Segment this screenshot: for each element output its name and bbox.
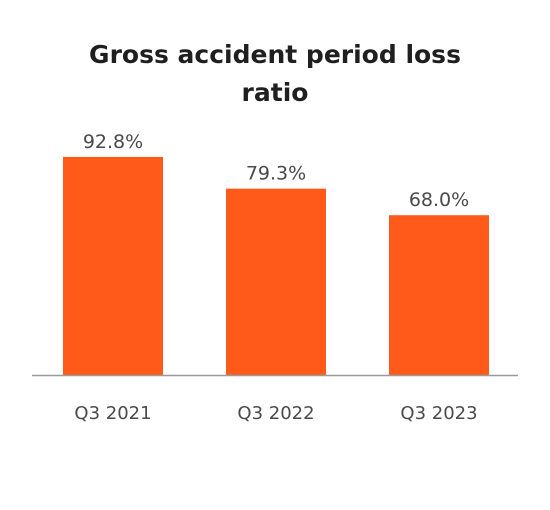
- chart-title-line-2: ratio: [241, 78, 309, 107]
- data-label: 79.3%: [246, 163, 306, 185]
- data-label: 92.8%: [83, 131, 143, 153]
- x-tick-label: Q3 2022: [237, 403, 314, 424]
- x-tick-label: Q3 2021: [74, 403, 151, 424]
- chart-title: Gross accident period loss ratio: [0, 36, 550, 112]
- chart-title-line-1: Gross accident period loss: [89, 40, 461, 69]
- bar-q3-2021: [63, 156, 163, 375]
- bar-q3-2022: [226, 188, 326, 375]
- bar-q3-2023: [389, 215, 489, 375]
- data-label: 68.0%: [409, 189, 469, 211]
- x-tick-label: Q3 2023: [400, 403, 477, 424]
